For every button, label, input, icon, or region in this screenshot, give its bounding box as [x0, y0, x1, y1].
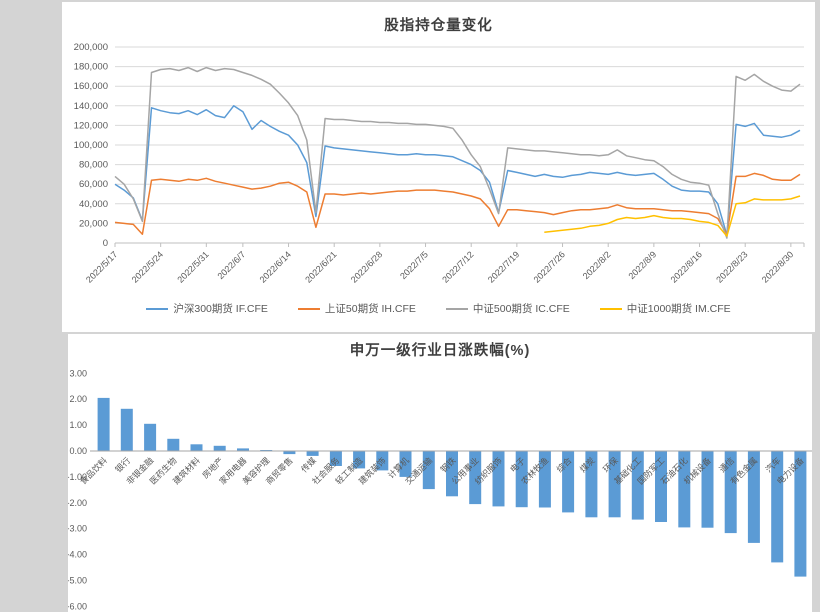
y-axis-tick-label: 200,000 — [74, 42, 108, 53]
bar — [120, 408, 133, 451]
legend-line-swatch — [146, 307, 169, 310]
y-axis-tick-label: 2.00 — [69, 394, 87, 404]
bar — [422, 451, 435, 490]
bar — [678, 451, 691, 528]
bar — [469, 451, 482, 505]
y-axis-tick-label: 40,000 — [79, 199, 108, 210]
y-axis-tick-label: -3.00 — [68, 524, 87, 534]
bar — [515, 451, 528, 508]
bar — [794, 451, 807, 577]
bar-chart-title: 申万一级行业日涨跌幅(%) — [349, 343, 531, 359]
bar — [283, 451, 296, 455]
x-axis-tick-label: 2022/7/12 — [440, 249, 475, 284]
bar — [492, 451, 505, 507]
y-axis-tick-label: 100,000 — [74, 140, 108, 151]
y-axis-tick-label: 20,000 — [79, 218, 108, 229]
category-label: 银行 — [113, 455, 132, 474]
series-line — [114, 105, 801, 236]
x-axis-tick-label: 2022/8/23 — [714, 249, 749, 284]
series-line — [114, 66, 801, 239]
line-chart-legend: 沪深300期货 IF.CFE 上证50期货 IH.CFE 中证500期货 IC.CF… — [62, 301, 815, 316]
bar — [701, 451, 714, 528]
bar — [376, 451, 389, 471]
legend-line-swatch — [599, 307, 622, 310]
y-axis-tick-label: 1.00 — [69, 420, 87, 430]
y-axis-tick-label: -6.00 — [68, 601, 87, 611]
y-axis-tick-label: -2.00 — [68, 498, 87, 508]
bar — [538, 451, 551, 508]
x-axis-tick-label: 2022/6/21 — [303, 249, 338, 284]
x-axis-tick-label: 2022/5/17 — [84, 249, 119, 284]
bar — [190, 444, 203, 451]
x-axis-tick-label: 2022/8/30 — [760, 249, 795, 284]
y-axis-tick-label: 160,000 — [74, 81, 108, 92]
bar — [446, 451, 458, 497]
bar — [306, 451, 319, 456]
bar — [213, 445, 226, 451]
x-axis-tick-label: 2022/7/26 — [532, 249, 567, 284]
x-axis-tick-label: 2022/8/9 — [626, 249, 658, 281]
x-axis-tick-label: 2022/5/24 — [130, 249, 165, 284]
legend-item: 沪深300期货 IF.CFE — [146, 301, 268, 316]
bar-chart-panel: 申万一级行业日涨跌幅(%) 3.00 2.00 1.00 0.00 -1.00 -2.00… — [68, 334, 812, 612]
y-axis-tick-label: 0 — [103, 238, 108, 249]
line-chart-plot: 200,000 180,000 160,000 140,000 120,000 100,0… — [74, 42, 805, 285]
y-axis-tick-label: -1.00 — [68, 472, 87, 482]
bar — [631, 451, 644, 520]
bar — [237, 448, 249, 451]
bar — [399, 451, 412, 477]
category-label: 传媒 — [299, 455, 318, 474]
legend-label: 中证1000期货 IM.CFE — [626, 303, 731, 315]
y-axis-tick-label: -4.00 — [68, 550, 87, 560]
x-axis-tick-label: 2022/7/19 — [486, 249, 521, 284]
y-axis-tick-label: 120,000 — [74, 120, 108, 131]
legend-item: 中证1000期货 IM.CFE — [599, 301, 731, 316]
series-line — [114, 172, 801, 235]
bar — [747, 451, 760, 543]
y-axis-tick-label: 3.00 — [69, 368, 87, 378]
bar — [97, 397, 110, 451]
x-axis-tick-label: 2022/6/14 — [258, 249, 293, 284]
y-axis-tick-label: 80,000 — [79, 160, 108, 171]
legend-label: 上证50期货 IH.CFE — [324, 303, 416, 315]
bar — [329, 451, 342, 466]
y-axis-tick-label: 60,000 — [79, 179, 108, 190]
x-axis-tick-label: 2022/8/2 — [581, 249, 613, 281]
bar-chart-plot: 3.00 2.00 1.00 0.00 -1.00 -2.00 -3.00 -4.00 -5.0… — [68, 368, 812, 611]
legend-line-swatch — [297, 307, 320, 310]
legend-label: 沪深300期货 IF.CFE — [173, 303, 268, 315]
legend-line-swatch — [445, 307, 468, 310]
y-axis-tick-label: 140,000 — [74, 101, 108, 112]
y-axis-tick-label: 180,000 — [74, 62, 108, 73]
bar — [608, 451, 621, 518]
series-line — [544, 195, 801, 237]
x-axis-tick-label: 2022/6/28 — [349, 249, 384, 284]
category-label: 食品饮料 — [78, 455, 109, 486]
bar — [144, 423, 157, 451]
bar — [585, 451, 598, 518]
x-axis-tick-label: 2022/5/31 — [175, 249, 210, 284]
legend-label: 中证500期货 IC.CFE — [472, 303, 570, 315]
legend-item: 中证500期货 IC.CFE — [445, 301, 570, 316]
legend-item: 上证50期货 IH.CFE — [297, 301, 416, 316]
bar — [353, 451, 366, 469]
x-axis-tick-label: 2022/7/5 — [398, 249, 430, 281]
bar — [724, 451, 737, 534]
y-axis-tick-label: -5.00 — [68, 576, 87, 586]
bar — [655, 451, 667, 522]
bar — [167, 438, 180, 451]
x-axis-tick-label: 2022/8/16 — [669, 249, 704, 284]
x-axis-tick-label: 2022/6/7 — [215, 249, 247, 281]
line-chart-panel: 股指持仓量变化 200,000 180,000 160,000 140,000 120,… — [62, 2, 815, 332]
bar — [562, 451, 575, 513]
bar — [771, 451, 784, 563]
y-axis-tick-label: 0.00 — [69, 446, 87, 456]
line-chart-title: 股指持仓量变化 — [384, 18, 493, 34]
